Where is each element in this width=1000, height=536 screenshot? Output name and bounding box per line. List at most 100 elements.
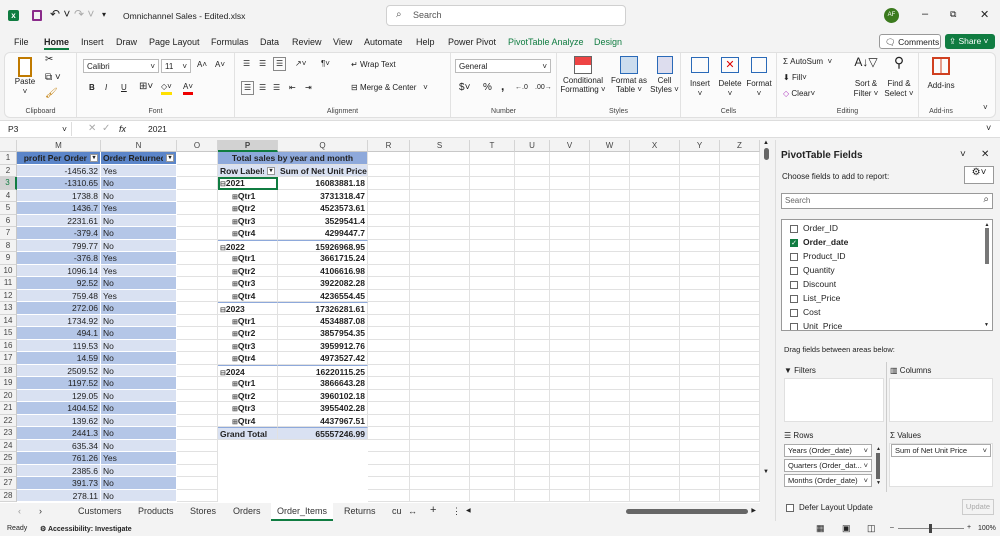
profit-cell[interactable]: 2385.6 [17,464,101,477]
column-header-q[interactable]: Q [278,140,368,152]
cell[interactable] [550,414,590,427]
profit-cell[interactable]: 1096.14 [17,264,101,277]
decrease-indent-icon[interactable]: ⇤ [289,83,296,92]
returned-cell[interactable]: No [101,277,177,290]
returned-cell[interactable]: No [101,364,177,377]
cell[interactable] [177,239,218,252]
scroll-left-icon[interactable]: ◀ [466,508,471,514]
cell[interactable] [590,402,630,415]
collapse-icon[interactable]: ⊟ [220,181,226,188]
cell[interactable] [630,439,680,452]
bottom-align-icon[interactable]: ☰ [273,57,287,71]
cell[interactable] [590,427,630,440]
table-header-cell[interactable]: profit Per Order ▾ [17,152,101,165]
cell[interactable] [515,402,550,415]
returned-cell[interactable]: Yes [101,202,177,215]
row-labels-header[interactable]: Row Labels ▾ [218,164,278,177]
cell[interactable] [470,339,515,352]
pivot-quarter-row[interactable]: ⊞Qtr1 [218,252,278,265]
field-checkbox[interactable] [790,266,798,275]
cell[interactable] [680,339,720,352]
cell[interactable] [720,402,760,415]
font-size-select[interactable]: 11 ˅ [161,59,191,73]
cell[interactable] [720,427,760,440]
cell[interactable] [368,239,410,252]
cell[interactable] [177,189,218,202]
cell[interactable] [515,464,550,477]
profit-cell[interactable]: 139.62 [17,414,101,427]
profit-cell[interactable]: -1456.32 [17,164,101,177]
cell[interactable] [515,289,550,302]
row-header[interactable]: 1 [0,152,17,165]
expand-icon[interactable]: ⊞ [232,318,238,326]
add-sheet-button[interactable]: + [430,504,437,516]
cell[interactable] [590,164,630,177]
cell[interactable] [177,489,218,502]
profit-cell[interactable]: 2441.3 [17,427,101,440]
autosum-button[interactable]: Σ AutoSum ˅ [783,57,833,66]
currency-button[interactable]: $˅ [459,82,471,93]
field-checkbox[interactable] [790,322,798,330]
returned-cell[interactable]: No [101,427,177,440]
cell[interactable] [470,352,515,365]
pivot-value-cell[interactable]: 4236554.45 [278,289,368,302]
cell[interactable] [680,252,720,265]
cell[interactable] [368,377,410,390]
cell[interactable] [550,277,590,290]
cell[interactable] [590,152,630,165]
comments-button[interactable]: 🗨 Comments [879,34,941,49]
horizontal-scroll-thumb[interactable] [626,509,748,514]
expand-icon[interactable]: ⊞ [232,418,238,426]
row-header[interactable]: 20 [0,389,17,402]
font-name-select[interactable]: Calibri ˅ [83,59,159,73]
cell[interactable] [590,364,630,377]
cell[interactable] [550,377,590,390]
pivot-quarter-row[interactable]: ⊞Qtr2 [218,389,278,402]
row-header[interactable]: 3 [0,177,17,190]
row-header[interactable]: 6 [0,214,17,227]
profit-cell[interactable]: 1197.52 [17,377,101,390]
cell[interactable] [590,252,630,265]
cell[interactable] [630,427,680,440]
cell[interactable] [470,414,515,427]
cell[interactable] [590,339,630,352]
format-cells-button[interactable]: Format ˅ [745,57,773,99]
column-header-p[interactable]: P [218,140,278,152]
cell[interactable] [410,414,470,427]
cell[interactable] [515,239,550,252]
cell[interactable] [680,352,720,365]
copy-icon[interactable]: ⧉ ˅ [45,72,61,83]
pivot-year-row[interactable]: ⊟2023 [218,302,278,315]
cell[interactable] [550,252,590,265]
pane-settings-button[interactable]: ⚙˅ [964,166,994,184]
cell[interactable] [680,427,720,440]
expand-icon[interactable]: ⊞ [232,406,238,413]
cell[interactable] [410,352,470,365]
cell[interactable] [630,289,680,302]
cell[interactable] [680,189,720,202]
column-header-o[interactable]: O [177,140,218,152]
profit-cell[interactable]: 272.06 [17,302,101,315]
align-center-icon[interactable]: ☰ [259,83,267,92]
cell[interactable] [680,464,720,477]
cell[interactable] [630,177,680,190]
pivot-value-cell[interactable]: 4523573.61 [278,202,368,215]
cell[interactable] [720,389,760,402]
cell[interactable] [720,239,760,252]
cell[interactable] [720,339,760,352]
cell[interactable] [470,189,515,202]
pivot-value-cell[interactable]: 3866643.28 [278,377,368,390]
tab-review[interactable]: Review [292,37,322,47]
cell[interactable] [720,289,760,302]
accessibility-status[interactable]: ⚙ Accessibility: Investigate [40,526,132,533]
field-order-date[interactable]: ✓ Order_date [790,237,849,247]
cell[interactable] [368,302,410,315]
row-header[interactable]: 22 [0,414,17,427]
collapse-icon[interactable]: ⊟ [220,369,226,377]
cell[interactable] [590,202,630,215]
returned-cell[interactable]: No [101,327,177,340]
cell[interactable] [470,452,515,465]
font-color-icon[interactable]: A˅ [183,82,194,95]
cell[interactable] [630,414,680,427]
column-header-v[interactable]: V [550,140,590,152]
